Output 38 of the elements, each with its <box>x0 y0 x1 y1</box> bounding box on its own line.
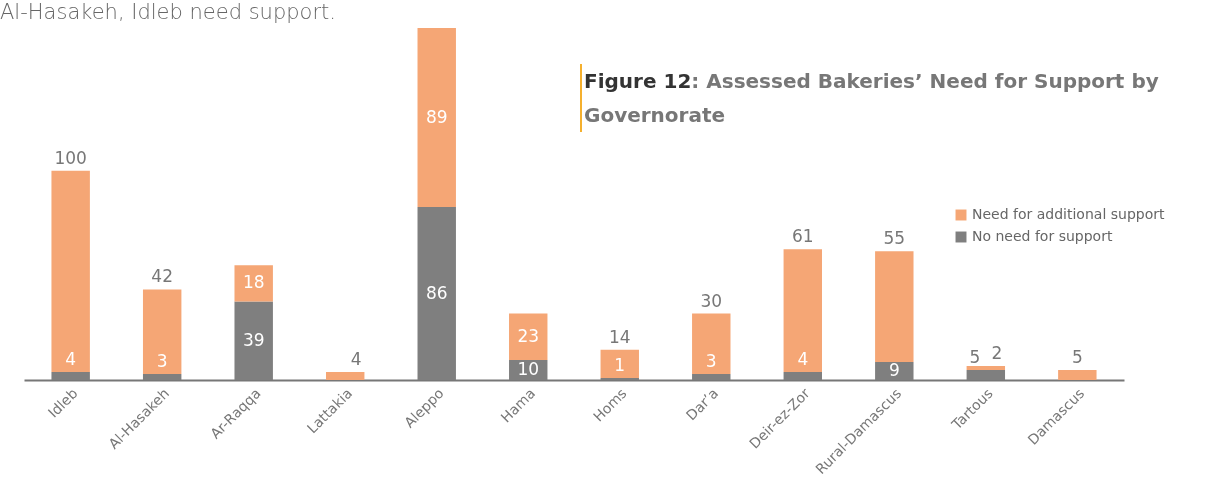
data-label: 42 <box>151 266 174 287</box>
text: Figure 12: Assessed Bakeries’ Need for Support by Governorate <box>580 64 1204 132</box>
data-label: 4 <box>350 348 362 369</box>
data-label: 10 <box>517 358 540 379</box>
data-label: 18 <box>242 272 265 293</box>
data-label: 100 <box>54 147 87 168</box>
data-label: 4 <box>797 348 809 369</box>
data-label: 30 <box>700 290 723 311</box>
data-label: 89 <box>425 106 448 127</box>
data-label: 5 <box>969 346 981 367</box>
bar <box>51 170 90 372</box>
data-label: 9 <box>888 359 900 380</box>
bar <box>509 313 548 360</box>
data-label: 55 <box>883 228 906 249</box>
bar <box>783 249 822 372</box>
data-label: 2 <box>991 342 1003 363</box>
data-label: 4 <box>65 348 77 369</box>
bar <box>875 251 914 362</box>
text: Al-Hasakeh, Idleb need support. <box>0 0 336 24</box>
bar <box>966 365 1006 370</box>
data-label: 1 <box>614 354 626 375</box>
data-label: 3 <box>705 350 717 371</box>
data-label: 39 <box>242 329 265 350</box>
bar <box>142 289 182 374</box>
legend-label: No need for support <box>972 228 1113 244</box>
data-label: 14 <box>608 326 631 347</box>
data-label: 61 <box>791 226 814 247</box>
data-label: 5 <box>1071 346 1083 367</box>
bar <box>692 313 731 374</box>
data-label: 23 <box>517 325 540 346</box>
bar <box>600 349 639 378</box>
bar <box>234 265 273 302</box>
bar <box>326 371 365 380</box>
bar <box>417 28 456 208</box>
data-label: 86 <box>425 282 448 303</box>
legend-label: Need for additional support <box>972 206 1165 222</box>
data-label: 3 <box>156 350 168 371</box>
bar <box>1058 369 1097 380</box>
